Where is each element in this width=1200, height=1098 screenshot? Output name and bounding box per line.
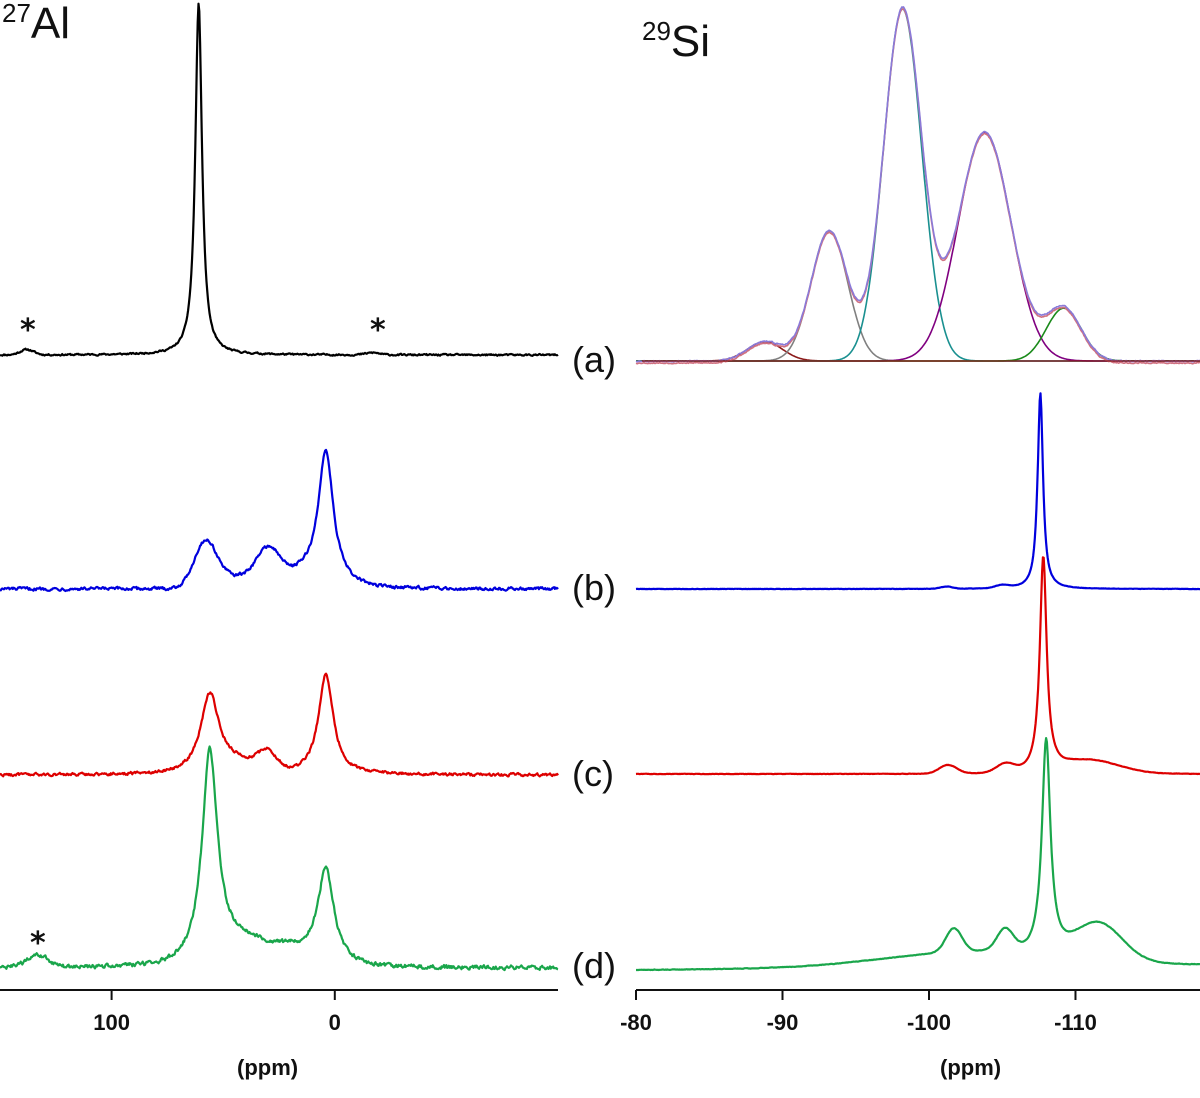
sideband-marker-3: * (30, 926, 46, 961)
left-traces-trace-d (0, 745, 559, 972)
right-traces-fit-component-3 (636, 8, 1200, 362)
left-traces-trace-c (0, 672, 559, 778)
left-nucleus-title: 27Al (2, 0, 70, 48)
left-x-ticks: 100 0 (93, 990, 341, 1035)
right-ticks-tick-label-1: -90 (767, 1010, 799, 1035)
right-nucleus-title: 29Si (642, 16, 710, 66)
right-x-axis-title: (ppm) (940, 1055, 1001, 1080)
left-traces-trace-b (0, 448, 559, 593)
right-traces-trace-d (635, 737, 1200, 972)
right-traces-trace-a (635, 6, 1200, 363)
sideband-marker-1: * (20, 313, 36, 348)
left-traces-trace-a (0, 2, 559, 357)
right-ticks-tick-label-2: -100 (907, 1010, 951, 1035)
trace-label-d: (d) (572, 945, 616, 986)
left-ticks-tick-label-1: 0 (329, 1010, 341, 1035)
right-traces-trace-b (635, 392, 1200, 591)
right-nucleus-superscript: 29 (642, 16, 671, 46)
left-x-axis-title: (ppm) (237, 1055, 298, 1080)
trace-label-a: (a) (572, 339, 616, 380)
right-nucleus-symbol: Si (671, 17, 710, 66)
trace-label-b: (b) (572, 567, 616, 608)
sideband-marker-2: * (370, 313, 386, 348)
trace-label-c: (c) (572, 753, 614, 794)
left-nucleus-superscript: 27 (2, 0, 31, 28)
right-traces-trace-c (635, 556, 1200, 776)
right-x-ticks: -80 -90 -100 -110 (620, 990, 1097, 1035)
left-nucleus-symbol: Al (31, 0, 70, 48)
left-spectra (0, 2, 559, 972)
right-spectra (635, 6, 1200, 972)
left-ticks-tick-label-0: 100 (93, 1010, 130, 1035)
right-ticks-tick-label-3: -110 (1054, 1010, 1097, 1035)
right-traces-fit-envelope (635, 8, 1200, 365)
right-traces-fit-component-2 (636, 230, 1200, 362)
right-ticks-tick-label-0: -80 (620, 1010, 652, 1035)
right-traces-fit-component-5 (636, 307, 1200, 362)
right-traces-fit-component-4 (636, 131, 1200, 362)
